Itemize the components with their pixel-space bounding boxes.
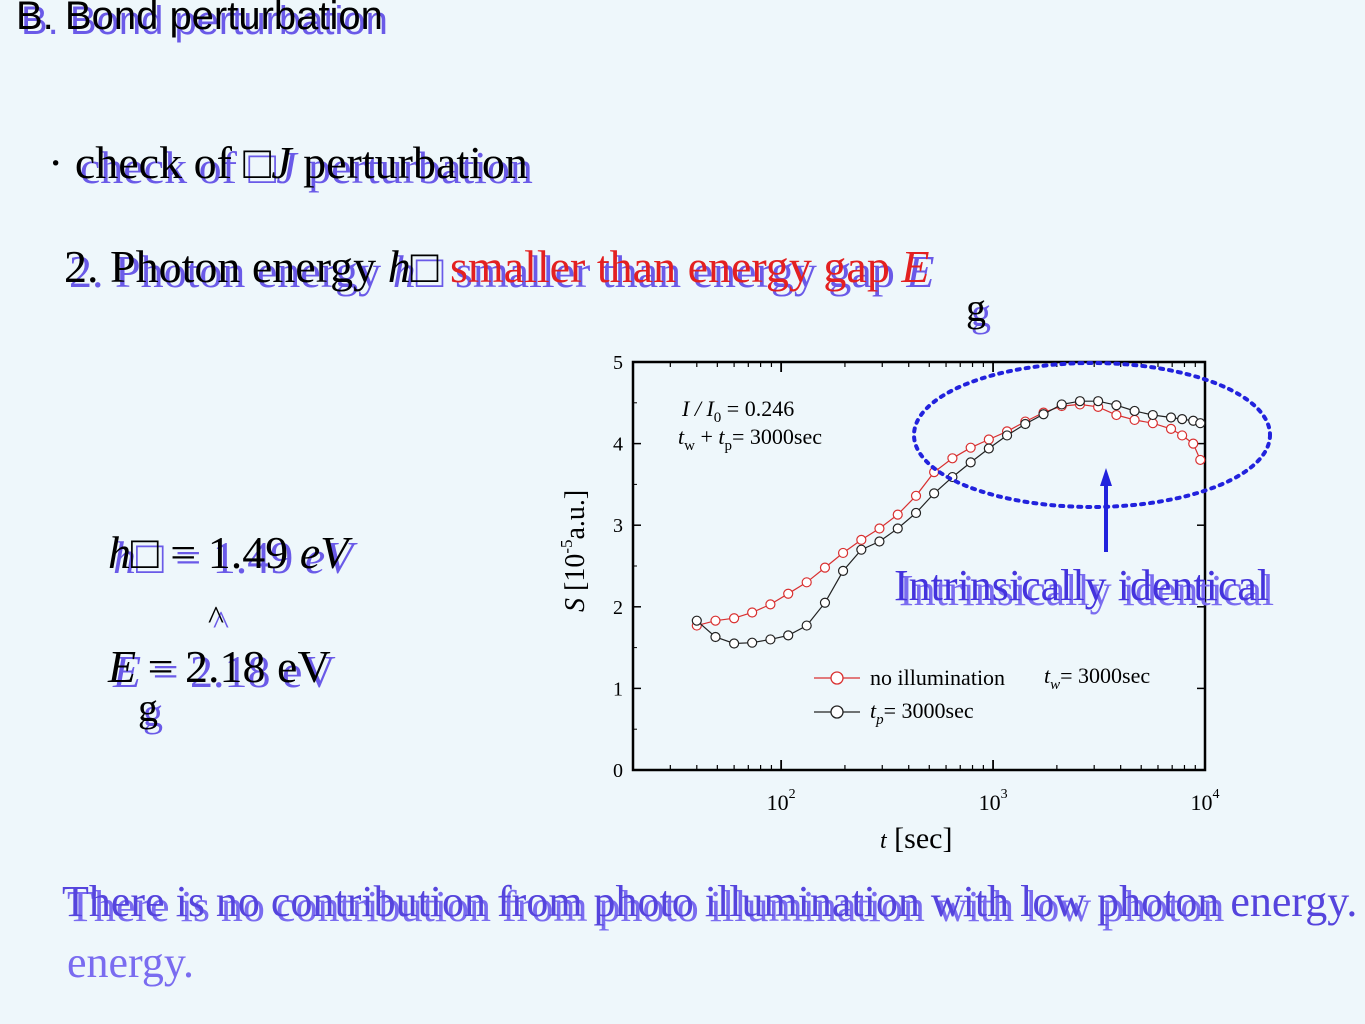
data-point (910, 490, 922, 501)
legend-red-marker (830, 671, 844, 685)
series-layer (691, 396, 1206, 649)
data-point (892, 523, 903, 534)
bullet-check: · check of □J perturbation check of □J p… (48, 137, 533, 193)
legend-black-marker (830, 705, 844, 719)
data-point (783, 630, 794, 641)
data-point (691, 615, 702, 626)
data-point (1147, 409, 1158, 421)
y-tick-label: 2 (613, 597, 623, 619)
data-point (947, 453, 958, 464)
data-point (874, 523, 885, 534)
y-axis-ticks: 0 1 2 3 4 5 (613, 352, 1205, 782)
y-tick-label: 4 (613, 434, 623, 456)
item2-pre: 2. Photon energy (64, 241, 388, 292)
data-point (1056, 399, 1067, 410)
data-point (1129, 405, 1140, 417)
data-point (874, 536, 885, 547)
data-point (1111, 400, 1122, 411)
y-tick-label: 3 (613, 515, 623, 537)
data-point (892, 509, 903, 520)
data-point (1165, 423, 1177, 435)
data-point (856, 544, 867, 555)
conclusion-text: There is no contribution from photo illu… (62, 877, 1358, 987)
data-point (765, 634, 776, 645)
annotation-arrow-head (1100, 468, 1112, 486)
data-point (801, 577, 812, 588)
item2-nu-symbol: □ (410, 241, 439, 292)
eq1-h: h (108, 527, 131, 578)
data-point (1038, 409, 1049, 420)
eq1-unit: eV (299, 527, 349, 578)
eq2-value: = 2.18 eV (136, 641, 331, 692)
highlight-ellipse-full (912, 361, 1272, 509)
legend-black-condition: tp= 3000sec (870, 698, 974, 728)
hat-mark: ^ ^ (208, 600, 229, 642)
relaxation-chart: 0 1 2 3 4 5 102 103 104 I / I0 = 0.246 tw + tp=… (557, 352, 1220, 855)
x-tick-label: 104 (1191, 787, 1220, 815)
data-point (1074, 396, 1086, 407)
eq2-E: E (108, 641, 137, 692)
data-point (710, 615, 721, 626)
equation-photon-energy: h□ = 1.49 eV h□ = 1.49 eV (108, 527, 354, 583)
data-point (1177, 430, 1188, 441)
item2-red-text: smaller than energy gap (438, 241, 902, 292)
data-point (1093, 396, 1104, 407)
item2-E: E (901, 241, 930, 292)
data-point (1111, 409, 1122, 421)
y-tick-label: 1 (613, 678, 623, 700)
data-point (1177, 414, 1188, 425)
y-tick-label: 5 (613, 352, 623, 374)
item-photon-energy: 2. Photon energy h□ smaller than energy … (64, 241, 935, 297)
delta-symbol: □ (243, 137, 272, 188)
data-point (729, 638, 740, 649)
legend-red-condition: tw= 3000sec (1044, 663, 1150, 693)
legend-red-label: no illumination (870, 665, 1005, 690)
x-tick-label: 103 (979, 787, 1008, 815)
data-point (1195, 454, 1206, 466)
y-tick-label: 0 (613, 760, 623, 782)
data-point (747, 607, 758, 618)
data-point (819, 597, 831, 608)
annotation-intrinsically-identical: Intrinsically identical Intrinsically ide… (894, 561, 1275, 615)
data-point (765, 599, 776, 610)
y-axis-label: S [10-5a.u.] (557, 490, 591, 612)
data-point (1165, 412, 1177, 423)
item2-h: h (387, 241, 411, 292)
data-point (965, 442, 976, 453)
eq1-value: = 1.49 (158, 527, 300, 578)
data-point (729, 613, 740, 624)
data-point (1001, 430, 1013, 441)
data-point (983, 443, 994, 454)
data-point (747, 637, 758, 648)
x-axis-label: t [sec] (880, 822, 952, 855)
data-point (856, 534, 867, 545)
data-point (1188, 438, 1199, 449)
legend: no illumination tw= 3000sec tp= 3000sec (814, 663, 1150, 728)
eq1-nu-symbol: □ (131, 527, 159, 578)
equation-energy-gap: E = 2.18 eV E = 2.18 eV (108, 641, 336, 697)
data-point (929, 488, 940, 499)
data-point (837, 565, 849, 576)
slide-title: B. Bond perturbation B. Bond perturbation (16, 0, 388, 43)
chart-annotation-intensity: I / I0 = 0.246 (681, 396, 794, 426)
data-point (965, 457, 976, 468)
bullet-text-pre: check of (74, 137, 244, 188)
data-point (783, 588, 794, 599)
x-tick-label: 102 (767, 787, 796, 815)
data-point (819, 562, 831, 573)
data-point (1020, 418, 1031, 430)
data-point (1195, 418, 1206, 429)
chart-annotation-times: tw + tp= 3000sec (678, 424, 822, 454)
data-point (801, 620, 812, 631)
data-point (837, 547, 849, 559)
bullet-text-post: perturbation (291, 137, 528, 188)
x-axis-ticks: 102 103 104 (632, 362, 1220, 815)
bullet-mark: · (48, 137, 64, 188)
j-symbol: J (271, 137, 292, 188)
data-point (710, 631, 721, 643)
data-point (910, 507, 922, 519)
